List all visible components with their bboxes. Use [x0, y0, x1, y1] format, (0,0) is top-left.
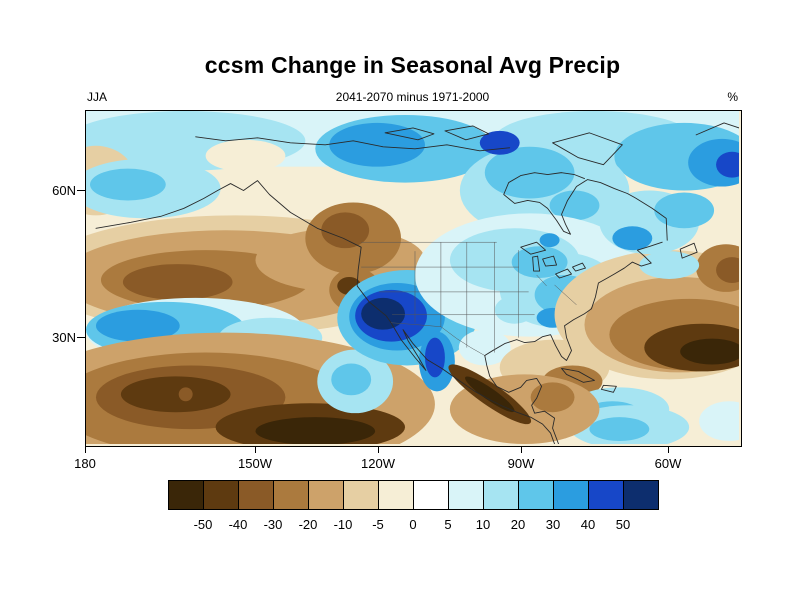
colorbar-segment — [413, 480, 449, 510]
period-label: 2041-2070 minus 1971-2000 — [335, 90, 490, 104]
map-svg — [86, 111, 739, 444]
chart-title: ccsm Change in Seasonal Avg Precip — [204, 52, 621, 78]
x-tick-label: 180 — [74, 456, 96, 471]
x-tick-mark — [378, 446, 379, 453]
colorbar-segment — [518, 480, 554, 510]
colorbar-segment — [308, 480, 344, 510]
colorbar-segment — [343, 480, 379, 510]
y-tick-label: 60N — [52, 183, 76, 198]
x-tick-label: 120W — [361, 456, 395, 471]
colorbar-label: -20 — [298, 517, 318, 532]
colorbar-segment — [273, 480, 309, 510]
colorbar-segment — [483, 480, 519, 510]
colorbar-label: -40 — [228, 517, 248, 532]
colorbar-label: -50 — [193, 517, 213, 532]
x-tick-mark — [255, 446, 256, 453]
colorbar-label: 40 — [580, 517, 596, 532]
x-tick-label: 150W — [238, 456, 272, 471]
colorbar-segment — [168, 480, 204, 510]
colorbar — [168, 480, 659, 510]
colorbar-segment — [448, 480, 484, 510]
x-tick-mark — [521, 446, 522, 453]
colorbar-segment — [238, 480, 274, 510]
x-tick-mark — [668, 446, 669, 453]
colorbar-label: 50 — [615, 517, 631, 532]
colorbar-label: 20 — [510, 517, 526, 532]
precip-change-map — [85, 110, 742, 447]
units-label: % — [727, 90, 738, 104]
y-tick-mark — [77, 337, 85, 338]
colorbar-segment — [203, 480, 239, 510]
colorbar-segment — [378, 480, 414, 510]
season-label: JJA — [87, 90, 108, 104]
colorbar-segment — [588, 480, 624, 510]
state-borders — [361, 241, 577, 356]
colorbar-label: -30 — [263, 517, 283, 532]
x-tick-label: 90W — [507, 456, 535, 471]
colorbar-label: 5 — [444, 517, 452, 532]
colorbar-label: -5 — [372, 517, 384, 532]
x-tick-mark — [85, 446, 86, 453]
colorbar-label: 0 — [409, 517, 417, 532]
x-tick-label: 60W — [654, 456, 682, 471]
y-tick-mark — [77, 190, 85, 191]
y-tick-label: 30N — [52, 330, 76, 345]
colorbar-label: -10 — [333, 517, 353, 532]
colorbar-label: 10 — [475, 517, 491, 532]
colorbar-label: 30 — [545, 517, 561, 532]
colorbar-segment — [623, 480, 659, 510]
contour-fills — [86, 111, 739, 444]
colorbar-segment — [553, 480, 589, 510]
